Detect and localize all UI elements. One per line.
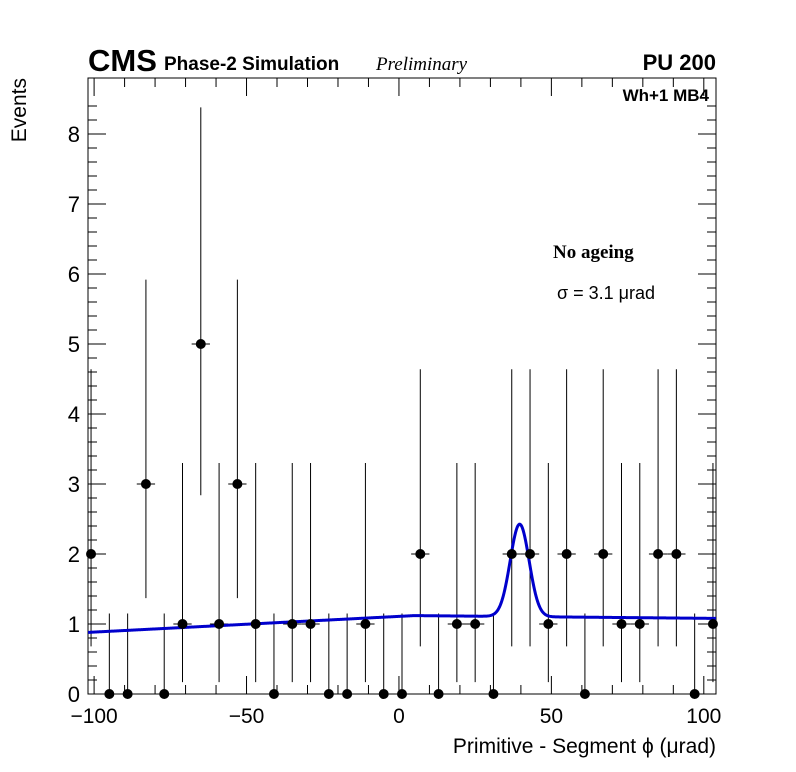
data-point [397,689,407,699]
data-point [305,619,316,629]
y-axis-title: Events [8,78,31,142]
status-label: Preliminary [375,54,468,75]
x-tick-label: −50 [229,705,265,728]
y-tick-label: 3 [68,472,80,497]
data-point [140,479,151,489]
simulation-label: Phase-2 Simulation [164,54,339,75]
y-tick-label: 1 [68,612,80,637]
data-point [214,619,225,629]
data-point [707,619,718,629]
y-tick-label: 8 [68,122,80,147]
fit-curve [87,522,717,634]
pileup-label: PU 200 [643,50,716,75]
data-point [561,549,572,559]
y-tick-label: 7 [68,192,80,217]
data-point [86,549,97,559]
data-point [360,619,371,629]
x-tick-label: 0 [393,705,405,728]
data-point [616,619,627,629]
data-point [525,549,536,559]
y-tick-label: 5 [68,332,80,357]
data-point [122,689,133,699]
data-point [195,339,206,349]
axis-tick-labels: −100 −50 0 50 100 0 1 2 3 4 5 6 7 8 [68,122,722,728]
data-point [506,549,517,559]
x-tick-label: −100 [70,705,117,728]
y-tick-label: 6 [68,262,80,287]
chamber-label: Wh+1 MB4 [623,86,710,105]
data-point [287,619,298,629]
x-tick-label: 100 [686,705,721,728]
data-point [378,689,389,699]
data-point [250,619,261,629]
data-point [177,619,188,629]
data-point [433,689,444,699]
data-point [451,619,462,629]
experiment-label: CMS [88,43,157,78]
y-tick-label: 2 [68,542,80,567]
y-tick-label: 4 [68,402,80,427]
data-point [543,619,554,629]
data-point [323,689,334,699]
data-point [104,689,115,699]
data-point [598,549,609,559]
data-points [86,339,718,699]
data-point [159,689,170,699]
x-axis-title: Primitive - Segment ϕ (μrad) [453,735,716,758]
data-point [671,549,682,559]
x-tick-label: 50 [540,705,563,728]
data-point [488,689,499,699]
data-point [653,549,664,559]
data-point [232,479,243,489]
error-bars [88,107,716,695]
data-point [579,689,590,699]
data-point [342,689,353,699]
data-point [634,619,645,629]
data-point [268,689,279,699]
data-point [689,689,700,699]
data-point [470,619,481,629]
y-tick-label: 0 [68,682,80,707]
condition-annotation: No ageing [553,242,634,263]
data-point [415,549,426,559]
sigma-annotation: σ = 3.1 μrad [557,283,655,303]
